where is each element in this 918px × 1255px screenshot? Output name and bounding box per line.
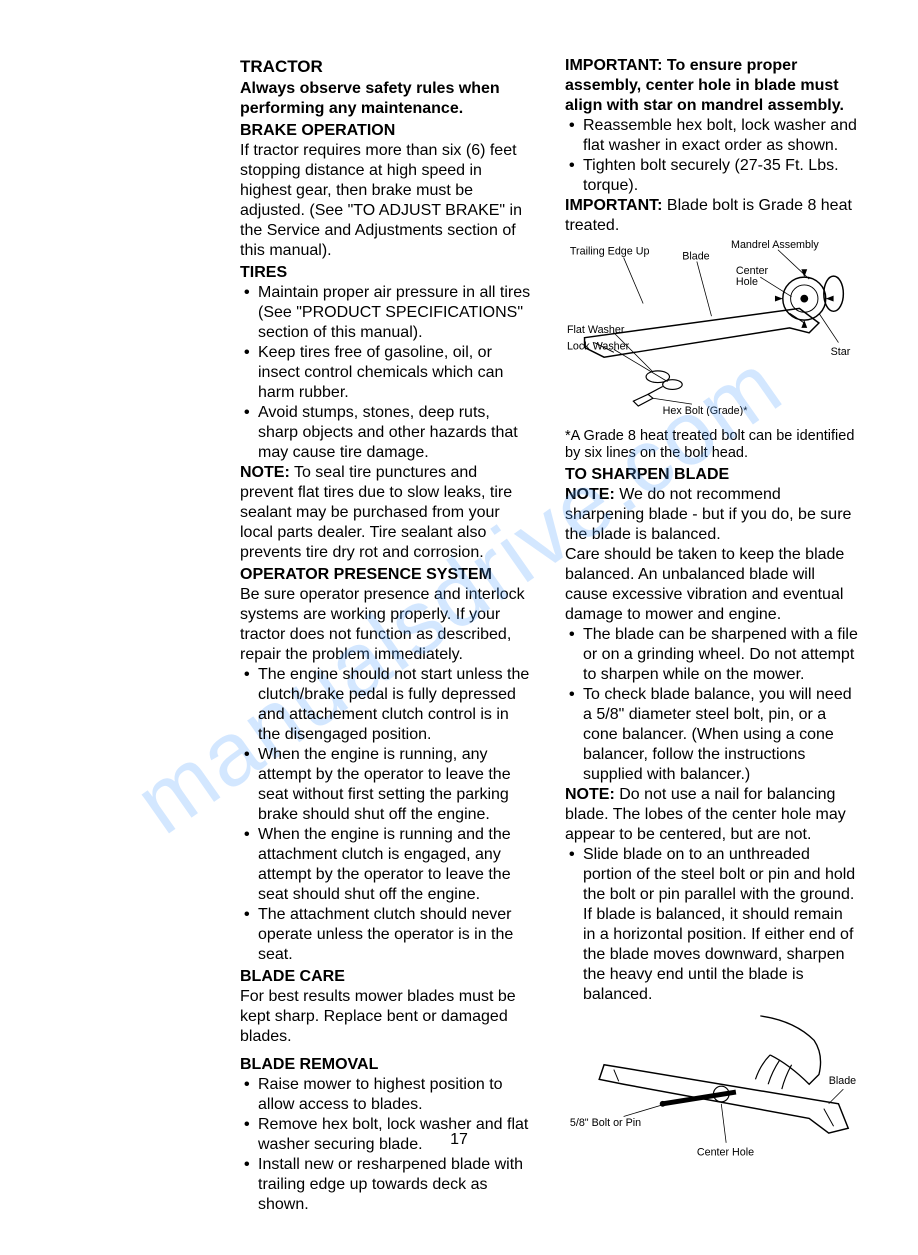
- list-item: Install new or resharpened blade with tr…: [240, 1155, 533, 1215]
- note-label: NOTE:: [240, 464, 290, 481]
- list-item: Tighten bolt securely (27-35 Ft. Lbs. to…: [565, 156, 858, 196]
- list-item: Maintain proper air pressure in all tire…: [240, 283, 533, 343]
- sharpen-list: The blade can be sharpened with a file o…: [565, 625, 858, 785]
- blade-removal-list: Raise mower to highest position to allow…: [240, 1075, 533, 1215]
- safety-intro: Always observe safety rules when perform…: [240, 79, 533, 119]
- important-1: IMPORTANT: To ensure proper assembly, ce…: [565, 56, 858, 116]
- diagram-label: Flat Washer: [567, 324, 625, 336]
- diagram-label: Trailing Edge Up: [570, 246, 650, 258]
- blade-care-heading: BLADE CARE: [240, 967, 533, 987]
- list-item: The engine should not start unless the c…: [240, 665, 533, 745]
- left-column: TRACTOR Always observe safety rules when…: [240, 56, 533, 1215]
- diagram-label: Blade: [682, 251, 709, 263]
- diagram-label: Hex Bolt (Grade)*: [663, 405, 749, 416]
- list-item: Avoid stumps, stones, deep ruts, sharp o…: [240, 403, 533, 463]
- ops-heading: OPERATOR PRESENCE SYSTEM: [240, 565, 533, 585]
- diagram-label: Lock Washer: [567, 340, 630, 352]
- reassemble-list: Reassemble hex bolt, lock washer and fla…: [565, 116, 858, 196]
- important-2: IMPORTANT: Blade bolt is Grade 8 heat tr…: [565, 196, 858, 236]
- note-label: NOTE:: [565, 786, 615, 803]
- diagram-label: 5/8" Bolt or Pin: [570, 1117, 641, 1129]
- diagram-label: Blade: [829, 1075, 856, 1087]
- tires-note: NOTE: To seal tire punctures and prevent…: [240, 463, 533, 563]
- blade-removal-heading: BLADE REMOVAL: [240, 1055, 533, 1075]
- note-label: NOTE:: [565, 486, 615, 503]
- diagram-label: Center Hole: [697, 1146, 754, 1158]
- page-number: 17: [450, 1130, 468, 1150]
- blade-care-body: For best results mower blades must be ke…: [240, 987, 533, 1047]
- list-item: Reassemble hex bolt, lock washer and fla…: [565, 116, 858, 156]
- tires-list: Maintain proper air pressure in all tire…: [240, 283, 533, 463]
- diagram-label: Mandrel Assembly: [731, 240, 819, 251]
- important-label: IMPORTANT:: [565, 197, 662, 214]
- list-item: Raise mower to highest position to allow…: [240, 1075, 533, 1115]
- right-column: IMPORTANT: To ensure proper assembly, ce…: [565, 56, 858, 1215]
- list-item: When the engine is running, any attempt …: [240, 745, 533, 825]
- brake-body: If tractor requires more than six (6) fe…: [240, 141, 533, 261]
- ops-body: Be sure operator presence and interlock …: [240, 585, 533, 665]
- sharpen-note2: NOTE: Do not use a nail for balancing bl…: [565, 785, 858, 845]
- brake-heading: BRAKE OPERATION: [240, 121, 533, 141]
- tires-heading: TIRES: [240, 263, 533, 283]
- sharpen-heading: TO SHARPEN BLADE: [565, 465, 858, 485]
- list-item: To check blade balance, you will need a …: [565, 685, 858, 785]
- ops-list: The engine should not start unless the c…: [240, 665, 533, 965]
- list-item: Remove hex bolt, lock washer and flat wa…: [240, 1115, 533, 1155]
- diagram-label: Star: [831, 346, 851, 358]
- diagram-caption: *A Grade 8 heat treated bolt can be iden…: [565, 428, 858, 463]
- list-item: The attachment clutch should never opera…: [240, 905, 533, 965]
- important-label: IMPORTANT:: [565, 57, 662, 74]
- list-item: When the engine is running and the attac…: [240, 825, 533, 905]
- diagram-label: CenterHole: [736, 265, 769, 288]
- list-item: Slide blade on to an unthreaded portion …: [565, 845, 858, 1005]
- mandrel-diagram: Trailing Edge Up Blade Mandrel Assembly …: [565, 240, 858, 416]
- page-content: TRACTOR Always observe safety rules when…: [0, 0, 918, 1255]
- sharpen-note: NOTE: We do not recommend sharpening bla…: [565, 485, 858, 545]
- tractor-heading: TRACTOR: [240, 56, 533, 77]
- balance-list: Slide blade on to an unthreaded portion …: [565, 845, 858, 1005]
- list-item: Keep tires free of gasoline, oil, or ins…: [240, 343, 533, 403]
- sharpen-body: Care should be taken to keep the blade b…: [565, 545, 858, 625]
- balance-diagram: 5/8" Bolt or Pin Blade Center Hole: [565, 1011, 858, 1167]
- list-item: The blade can be sharpened with a file o…: [565, 625, 858, 685]
